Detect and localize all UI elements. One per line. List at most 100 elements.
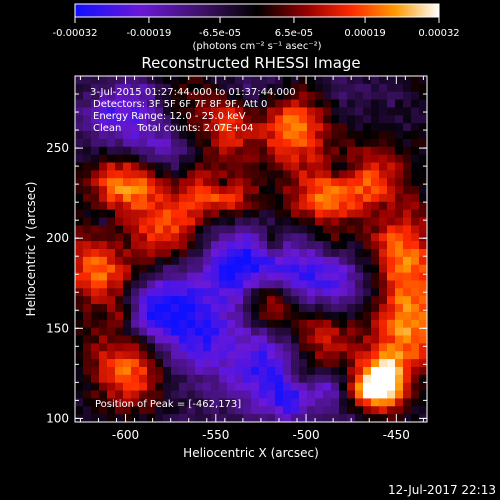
heatmap-cell xyxy=(83,123,92,132)
heatmap-cell xyxy=(291,335,300,344)
heatmap-cell xyxy=(283,83,292,93)
heatmap-cell xyxy=(235,335,244,344)
heatmap-cell xyxy=(347,170,356,179)
heatmap-cell xyxy=(219,123,228,132)
heatmap-cell xyxy=(227,76,236,85)
heatmap-cell xyxy=(219,91,228,101)
heatmap-cell xyxy=(211,280,220,289)
heatmap-cell xyxy=(275,225,284,234)
heatmap-cell xyxy=(155,225,164,234)
heatmap-cell xyxy=(267,91,276,101)
heatmap-cell xyxy=(147,91,156,101)
heatmap-cell xyxy=(331,296,340,305)
heatmap-cell xyxy=(91,138,100,148)
heatmap-cell xyxy=(107,76,116,85)
heatmap-cell xyxy=(251,178,260,187)
heatmap-cell xyxy=(219,256,228,266)
heatmap-cell xyxy=(355,76,364,85)
heatmap-cell xyxy=(99,123,108,132)
heatmap-cell xyxy=(315,288,324,297)
heatmap-cell xyxy=(251,335,260,344)
heatmap-cell xyxy=(123,154,132,164)
heatmap-cell xyxy=(99,351,108,360)
heatmap-cell xyxy=(315,178,324,187)
heatmap-cell xyxy=(323,201,332,211)
heatmap-cell xyxy=(291,162,300,171)
heatmap-cell xyxy=(99,217,108,227)
heatmap-cell xyxy=(251,311,260,321)
heatmap-cell xyxy=(115,343,124,352)
heatmap-cell xyxy=(331,288,340,297)
heatmap-cell xyxy=(283,186,292,195)
heatmap-cell xyxy=(339,170,348,179)
heatmap-cell xyxy=(347,272,356,282)
heatmap-cell xyxy=(147,414,156,422)
heatmap-cell xyxy=(275,398,284,407)
heatmap-cell xyxy=(171,296,180,305)
heatmap-cell xyxy=(283,217,292,227)
heatmap-cell xyxy=(115,272,124,282)
heatmap-cell xyxy=(307,390,316,400)
heatmap-cell xyxy=(123,170,132,179)
heatmap-cell xyxy=(219,162,228,171)
heatmap-cell xyxy=(171,311,180,321)
heatmap-cell xyxy=(91,311,100,321)
heatmap-cell xyxy=(403,311,412,321)
heatmap-cell xyxy=(379,343,388,352)
heatmap-cell xyxy=(371,366,380,376)
heatmap-cell xyxy=(267,414,276,422)
heatmap-cell xyxy=(123,186,132,195)
x-tick-label: -600 xyxy=(112,428,139,442)
heatmap-cell xyxy=(355,131,364,140)
heatmap-cell xyxy=(171,256,180,266)
heatmap-cell xyxy=(283,366,292,376)
heatmap-cell xyxy=(227,138,236,148)
heatmap-cell xyxy=(307,374,316,384)
heatmap-cell xyxy=(299,162,308,171)
heatmap-cell xyxy=(195,296,204,305)
heatmap-cell xyxy=(315,382,324,392)
heatmap-cell xyxy=(115,107,124,116)
heatmap-cell xyxy=(403,406,412,415)
heatmap-cell xyxy=(379,304,388,313)
heatmap-cell xyxy=(323,335,332,344)
heatmap-cell xyxy=(347,256,356,266)
heatmap-cell xyxy=(83,343,92,352)
heatmap-cell xyxy=(355,138,364,148)
heatmap-cell xyxy=(227,131,236,140)
heatmap-cell xyxy=(147,256,156,266)
heatmap-cell xyxy=(411,138,420,148)
heatmap-cell xyxy=(219,304,228,313)
heatmap-cell xyxy=(139,241,148,250)
heatmap-cell xyxy=(395,327,404,337)
heatmap-cell xyxy=(211,233,220,242)
heatmap-cell xyxy=(355,280,364,289)
heatmap-cell xyxy=(147,131,156,140)
heatmap-cell xyxy=(227,280,236,289)
heatmap-cell xyxy=(219,193,228,203)
heatmap-cell xyxy=(307,99,316,109)
heatmap-cell xyxy=(99,382,108,392)
heatmap-cell xyxy=(155,359,164,368)
heatmap-cell xyxy=(171,327,180,337)
heatmap-cell xyxy=(419,343,427,352)
heatmap-cell xyxy=(387,131,396,140)
heatmap-cell xyxy=(147,170,156,179)
heatmap-cell xyxy=(299,217,308,227)
heatmap-cell xyxy=(115,154,124,164)
heatmap-cell xyxy=(355,359,364,368)
heatmap-cell xyxy=(219,225,228,234)
heatmap-cell xyxy=(203,327,212,337)
heatmap-cell xyxy=(235,233,244,242)
heatmap-cell xyxy=(251,280,260,289)
heatmap-cell xyxy=(147,193,156,203)
heatmap-cell xyxy=(219,327,228,337)
heatmap-cell xyxy=(331,249,340,258)
heatmap-cell xyxy=(139,335,148,344)
heatmap-cell xyxy=(155,131,164,140)
heatmap-cell xyxy=(195,107,204,116)
heatmap-cell xyxy=(75,351,84,360)
heatmap-cell xyxy=(395,83,404,93)
heatmap-cell xyxy=(299,83,308,93)
heatmap-cell xyxy=(115,366,124,376)
